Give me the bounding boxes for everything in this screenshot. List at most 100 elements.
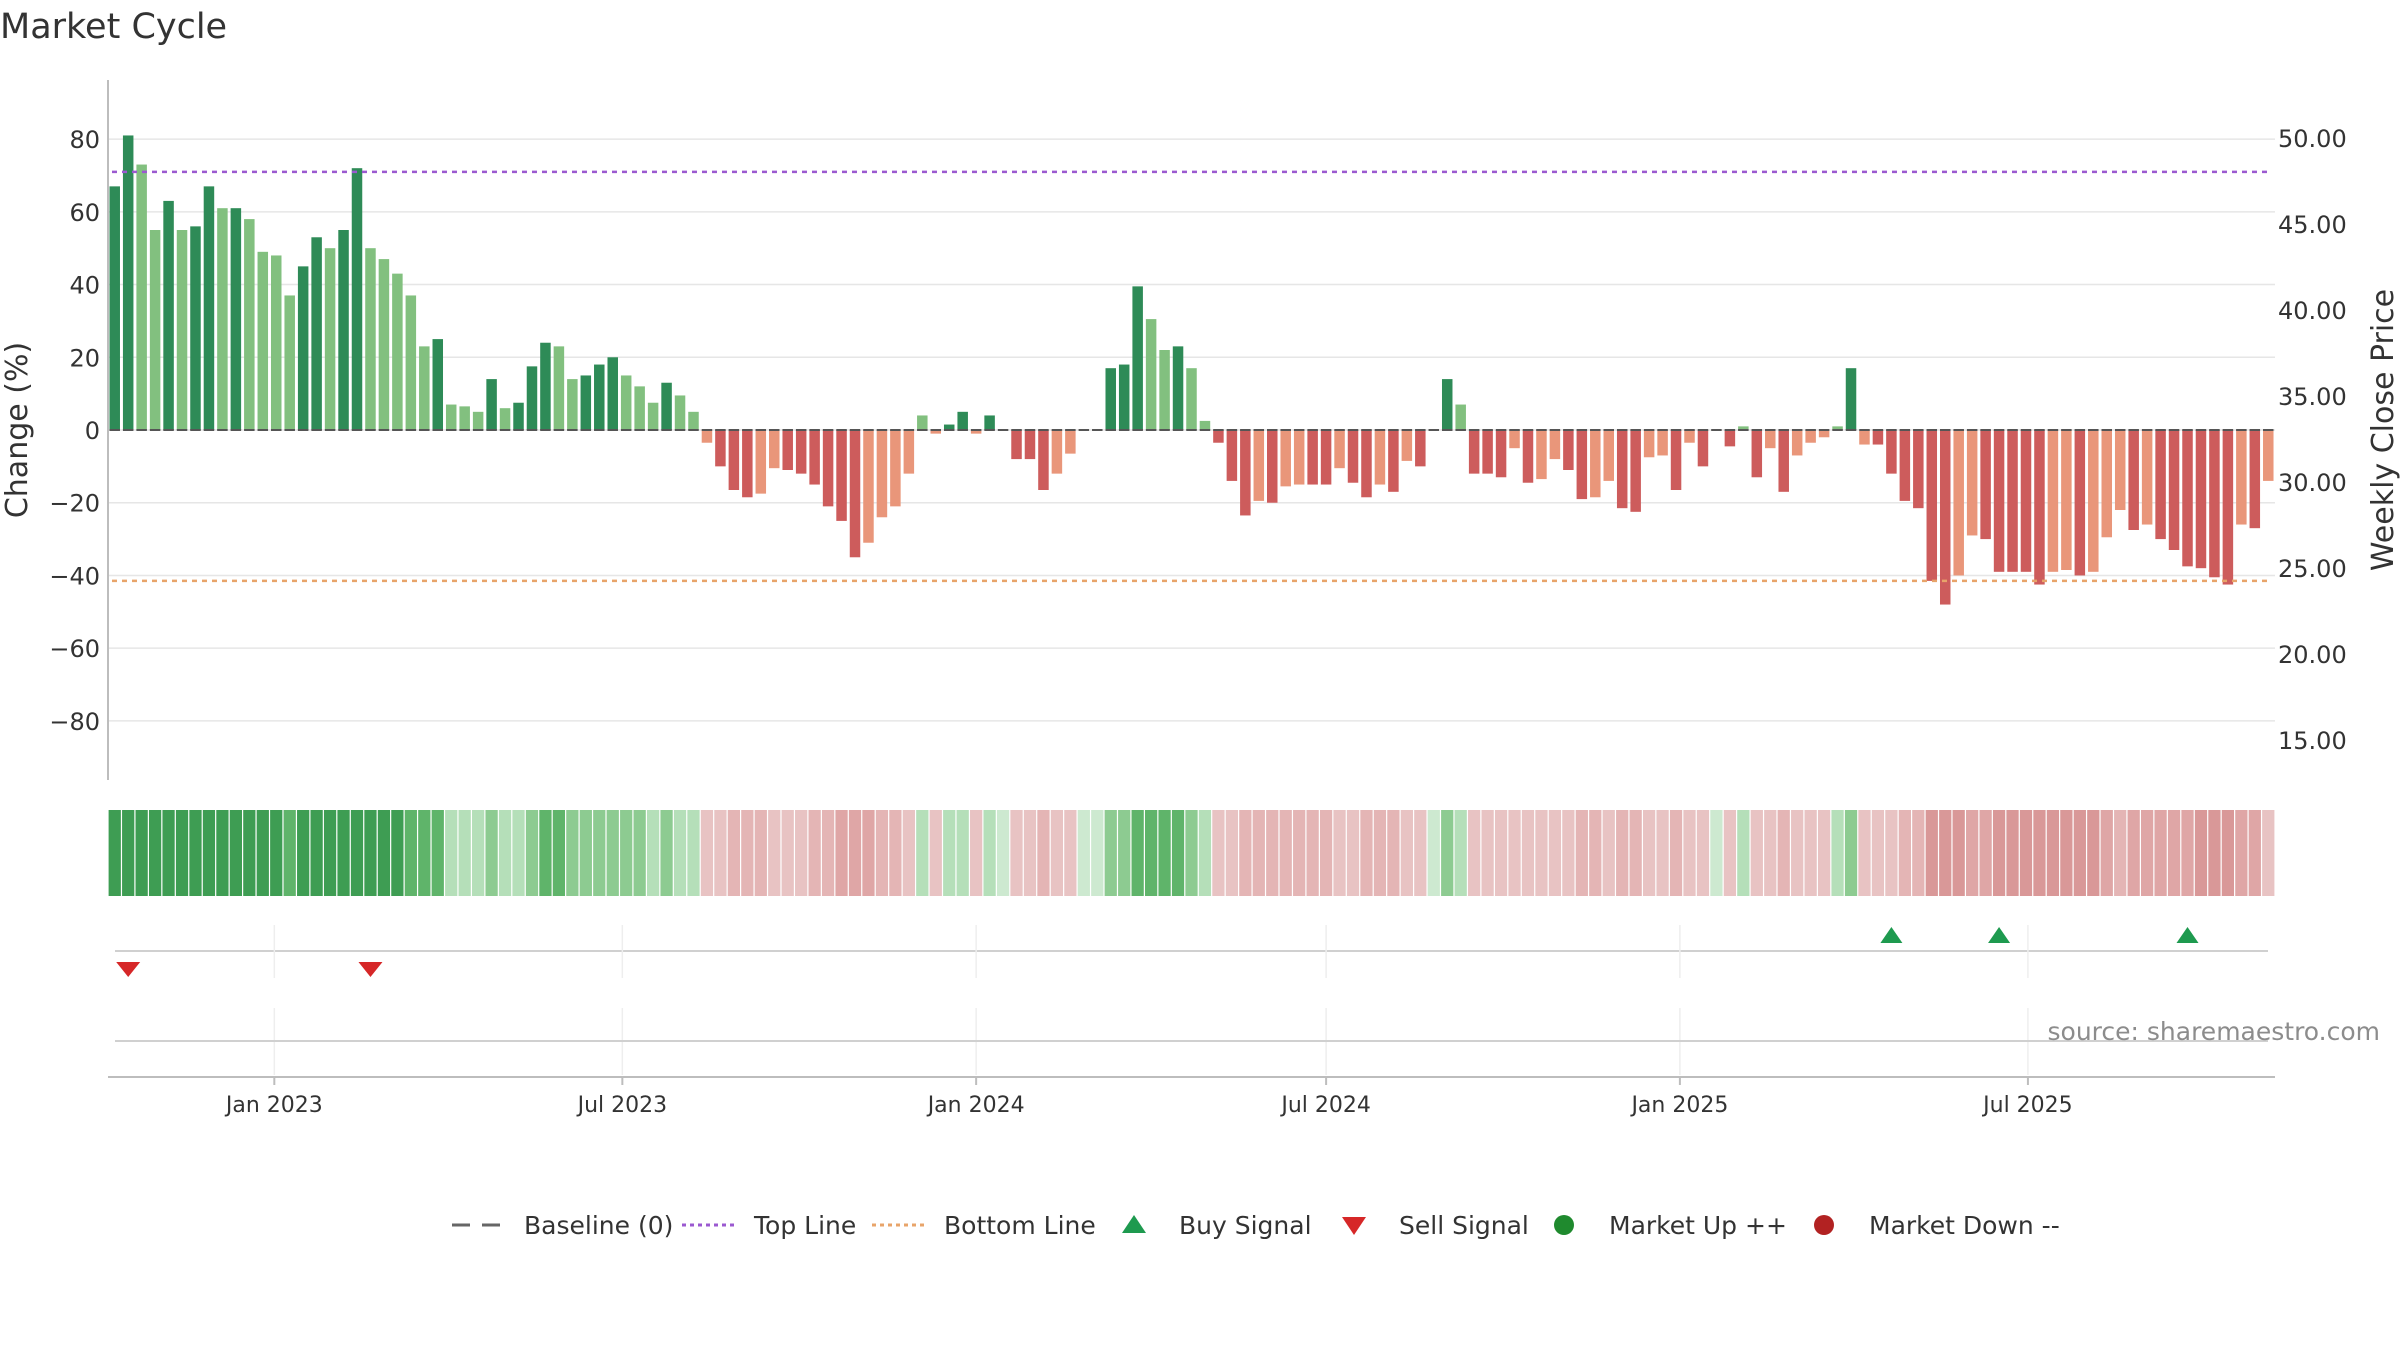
strength-cell: [1885, 810, 1898, 896]
strength-cell: [741, 810, 754, 896]
strength-cell: [1777, 810, 1790, 896]
y-tick-label: −80: [49, 708, 100, 736]
change-bar: [1401, 430, 1413, 461]
change-bar: [2182, 430, 2193, 567]
signal-panel: [115, 925, 2268, 978]
change-bar: [1388, 430, 1399, 492]
strength-cell: [646, 810, 660, 896]
y-tick-label: 60: [69, 199, 100, 227]
change-bar: [567, 379, 578, 430]
change-bar: [755, 430, 767, 494]
strength-cell: [1589, 810, 1602, 896]
legend-circle-icon: [1814, 1215, 1834, 1235]
change-bar: [1455, 404, 1466, 430]
change-bar: [2263, 430, 2274, 481]
change-bar: [2168, 430, 2180, 550]
change-bar: [594, 364, 605, 430]
change-bar: [324, 248, 336, 430]
strength-cell: [1575, 810, 1588, 896]
date-axis: Jan 2023 Jul 2023 Jan 2024 Jul 2024 Jan 2025…: [108, 1076, 2275, 1118]
change-bar: [1738, 426, 1749, 430]
strength-cell: [1831, 810, 1844, 896]
change-bar: [1818, 430, 1830, 438]
strength-cell: [835, 810, 848, 896]
strength-cell: [1198, 810, 1212, 896]
strength-cell: [1952, 810, 1965, 896]
strength-cell: [633, 810, 646, 896]
strength-cell: [1602, 810, 1615, 896]
strength-cell: [229, 810, 242, 896]
legend-item: Market Down --: [1814, 1211, 2060, 1240]
strength-cell: [1319, 810, 1333, 896]
change-bar: [1186, 368, 1197, 430]
strength-cell: [1791, 810, 1804, 896]
strength-cell: [189, 810, 202, 896]
change-bar: [365, 248, 376, 430]
strength-cell: [1696, 810, 1710, 896]
strength-cell: [202, 810, 216, 896]
change-bar: [2128, 430, 2139, 530]
legend-item: Top Line: [682, 1211, 856, 1240]
change-bar: [445, 404, 457, 430]
change-bar: [674, 395, 686, 430]
change-bar: [620, 375, 632, 430]
strength-cell: [243, 810, 256, 896]
strength-cell: [593, 810, 606, 896]
change-bar: [1684, 430, 1695, 443]
change-bar: [809, 430, 820, 485]
empty-panel: [115, 1008, 2268, 1075]
strength-cell: [566, 810, 579, 896]
strength-cell: [431, 810, 444, 896]
strength-cell: [983, 810, 996, 896]
change-bar: [122, 135, 134, 431]
chart-title: Market Cycle: [0, 7, 227, 47]
change-bar: [876, 430, 888, 518]
change-bar: [1939, 430, 1951, 605]
strength-cell: [1185, 810, 1198, 896]
strength-cell: [1252, 810, 1265, 896]
change-bar: [109, 186, 120, 430]
change-bar: [1549, 430, 1561, 460]
strength-cell: [2087, 810, 2100, 896]
change-bar: [903, 430, 915, 474]
change-bar: [728, 430, 740, 490]
change-bar: [2034, 430, 2045, 585]
strength-cell: [1979, 810, 1992, 896]
strength-cell: [902, 810, 915, 896]
change-bar: [1347, 430, 1359, 483]
change-bar: [486, 379, 497, 430]
change-bar: [1145, 319, 1157, 430]
change-bar: [526, 366, 538, 430]
strength-cell: [808, 810, 821, 896]
strength-cell: [1925, 810, 1938, 896]
legend-item: Sell Signal: [1342, 1211, 1529, 1240]
strength-cell: [1737, 810, 1750, 896]
change-bar: [472, 411, 484, 430]
change-bar: [970, 430, 982, 434]
change-bar: [822, 430, 834, 507]
strength-cell: [1212, 810, 1225, 896]
change-bar: [1293, 430, 1305, 485]
strength-cell: [1508, 810, 1521, 896]
strength-cell: [404, 810, 417, 896]
change-bar: [1253, 430, 1265, 501]
strength-cell: [606, 810, 619, 896]
change-bar: [2088, 430, 2099, 572]
strength-cell: [1642, 810, 1656, 896]
strength-cell: [875, 810, 889, 896]
change-bar: [311, 237, 322, 430]
y2-tick-label: 35.00: [2278, 383, 2347, 411]
change-bar: [297, 266, 309, 430]
change-bar: [499, 408, 511, 430]
legend: Baseline (0) Top Line Bottom Line Buy Signa…: [452, 1211, 2060, 1240]
change-bar: [1522, 430, 1534, 483]
change-bar: [338, 230, 349, 430]
strength-cell: [1118, 810, 1131, 896]
y2-axis-label: Weekly Close Price: [2366, 289, 2400, 571]
strength-cell: [943, 810, 956, 896]
y-axis-label: Change (%): [0, 342, 35, 518]
strength-cell: [929, 810, 942, 896]
change-bar: [1616, 430, 1628, 509]
change-bar: [1199, 420, 1211, 430]
date-tick-label: Jan 2025: [1629, 1093, 1728, 1118]
